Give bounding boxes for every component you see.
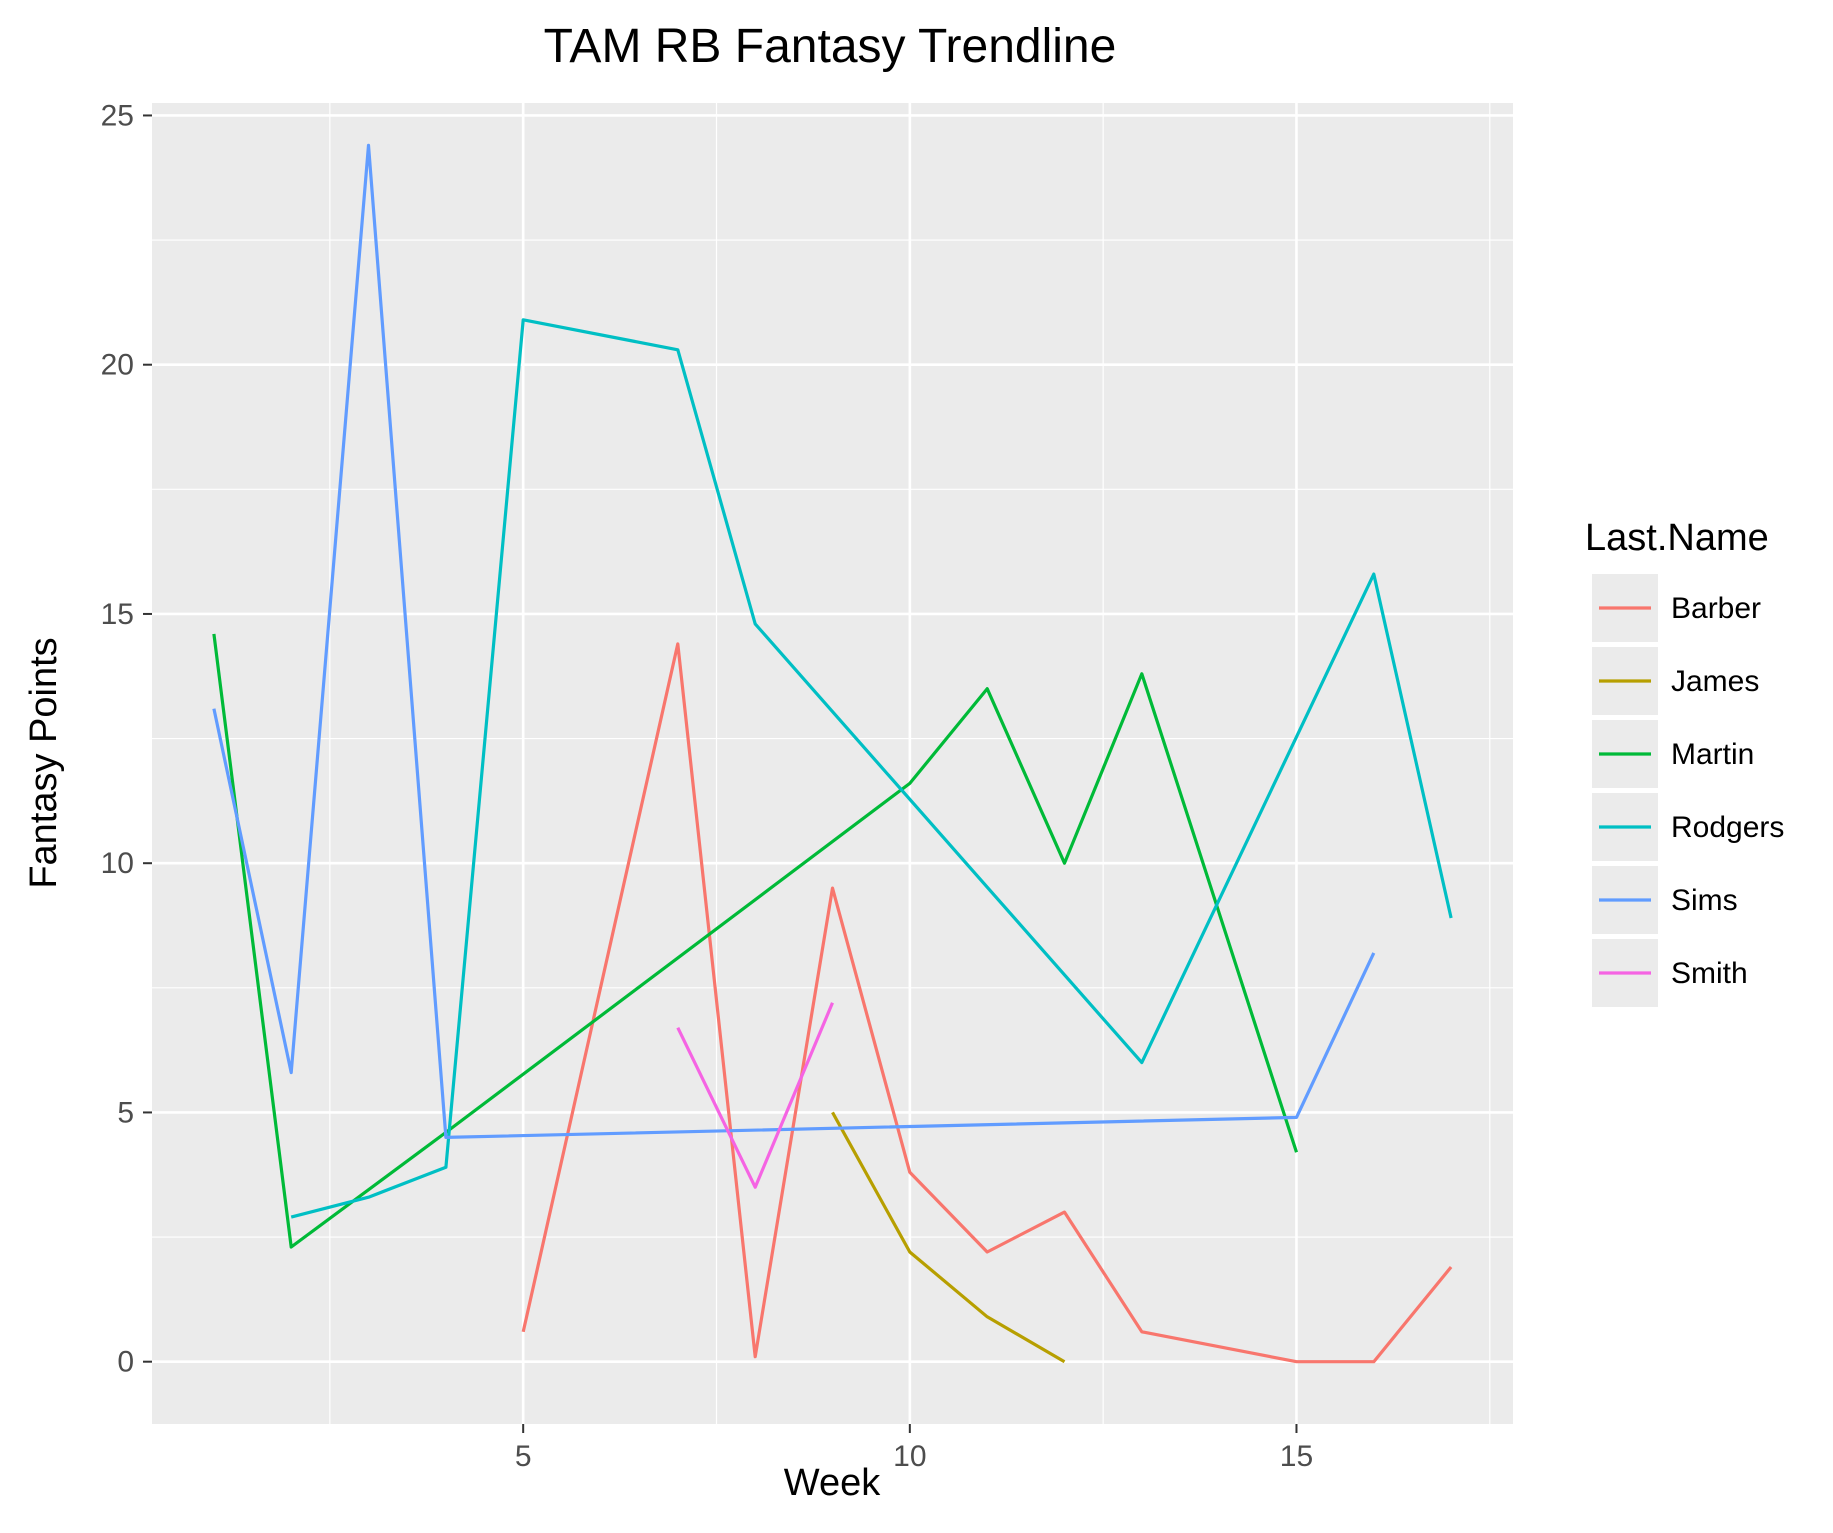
- legend-label: James: [1671, 665, 1759, 698]
- legend-label: Rodgers: [1671, 811, 1784, 844]
- x-axis-title: Week: [784, 1462, 881, 1504]
- y-tick-label: 10: [101, 847, 134, 880]
- legend-label: Barber: [1671, 592, 1761, 625]
- legend-item-james: James: [1592, 647, 1759, 715]
- y-tick-label: 15: [101, 598, 134, 631]
- legend: Last.Name Barber James Martin Rodgers Sims Sm…: [1585, 517, 1784, 1007]
- minor-gridlines: [152, 103, 1513, 1424]
- y-tick-label: 0: [117, 1346, 134, 1379]
- y-tick-label: 20: [101, 349, 134, 382]
- series-line-rodgers: [290, 318, 1453, 1219]
- legend-item-smith: Smith: [1592, 939, 1748, 1007]
- legend-label: Sims: [1671, 884, 1738, 917]
- y-tick-label: 25: [101, 99, 134, 132]
- legend-title: Last.Name: [1585, 517, 1769, 559]
- y-tick-label: 5: [117, 1096, 134, 1129]
- x-tick-label: 10: [893, 1440, 926, 1473]
- axis-ticks: [143, 114, 1298, 1433]
- series-lines: [212, 143, 1453, 1364]
- series-line-barber: [521, 642, 1453, 1364]
- legend-label: Martin: [1671, 738, 1754, 771]
- legend-item-sims: Sims: [1592, 866, 1738, 934]
- series-line-smith: [676, 1002, 834, 1189]
- legend-items: Barber James Martin Rodgers Sims Smith: [1592, 574, 1784, 1007]
- x-tick-label: 5: [515, 1440, 532, 1473]
- series-line-martin: [212, 633, 1299, 1249]
- legend-label: Smith: [1671, 957, 1748, 990]
- x-tick-label: 15: [1280, 1440, 1313, 1473]
- plot-panel: [152, 103, 1513, 1424]
- chart-title: TAM RB Fantasy Trendline: [544, 20, 1117, 73]
- series-line-sims: [212, 143, 1376, 1140]
- legend-item-rodgers: Rodgers: [1592, 793, 1784, 861]
- tick-labels: 0 5 10 15 20 25 5 10 15: [101, 99, 1314, 1473]
- legend-item-barber: Barber: [1592, 574, 1761, 642]
- y-axis-title: Fantasy Points: [23, 637, 65, 888]
- series-line-james: [831, 1111, 1066, 1364]
- legend-item-martin: Martin: [1592, 720, 1754, 788]
